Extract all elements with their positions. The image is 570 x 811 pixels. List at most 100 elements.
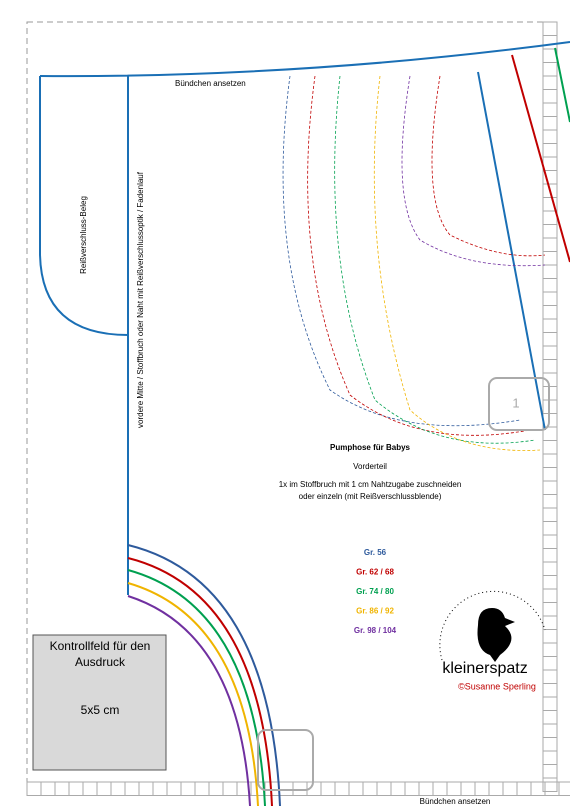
ruler-cell bbox=[334, 781, 350, 796]
ruler-cell bbox=[446, 781, 462, 796]
ruler-cell bbox=[542, 467, 558, 482]
ruler-cell bbox=[362, 781, 378, 796]
page-number: 1 bbox=[512, 395, 519, 410]
ruler-cell bbox=[542, 494, 558, 509]
ruler-cell bbox=[222, 781, 238, 796]
ruler-cell bbox=[180, 781, 196, 796]
crotch-curve bbox=[127, 582, 259, 807]
brand-author: ©Susanne Sperling bbox=[458, 681, 536, 691]
size-label: Gr. 98 / 104 bbox=[354, 626, 397, 635]
ruler-cell bbox=[40, 781, 56, 796]
ruler-cell bbox=[68, 781, 84, 796]
ruler-cell bbox=[542, 507, 558, 522]
ruler-cell bbox=[542, 750, 558, 765]
ruler-cell bbox=[166, 781, 182, 796]
ruler-cell bbox=[502, 781, 518, 796]
ruler-cell bbox=[542, 291, 558, 306]
facing-label: Reißverschluss-Beleg bbox=[79, 196, 88, 274]
pattern-lines bbox=[39, 41, 570, 807]
ruler-cell bbox=[542, 359, 558, 374]
ruler-cell bbox=[278, 781, 294, 796]
size-label: Gr. 56 bbox=[364, 548, 387, 557]
instruction: oder einzeln (mit Reißverschlussblende) bbox=[299, 492, 442, 501]
top-label: Bündchen ansetzen bbox=[175, 79, 246, 88]
ruler-cell bbox=[542, 656, 558, 671]
ruler-cell bbox=[542, 480, 558, 495]
crotch-curve bbox=[127, 569, 266, 807]
size-label: Gr. 62 / 68 bbox=[356, 568, 394, 577]
ruler-cell bbox=[542, 318, 558, 333]
ruler-cell bbox=[542, 143, 558, 158]
ruler-cell bbox=[54, 781, 70, 796]
control-text: Ausdruck bbox=[75, 655, 126, 669]
ruler-cell bbox=[110, 781, 126, 796]
ruler-cell bbox=[542, 588, 558, 603]
ruler-cell bbox=[376, 781, 392, 796]
ruler-cell bbox=[542, 764, 558, 779]
ruler-cell bbox=[460, 781, 476, 796]
ruler-cell bbox=[82, 781, 98, 796]
ruler-cell bbox=[404, 781, 420, 796]
side-line bbox=[477, 71, 546, 431]
ruler-cell bbox=[124, 781, 140, 796]
ruler-cell bbox=[542, 440, 558, 455]
ruler-cell bbox=[488, 781, 504, 796]
ruler-cell bbox=[542, 129, 558, 144]
ruler-cell bbox=[542, 278, 558, 293]
ruler-cell bbox=[542, 561, 558, 576]
ruler-cell bbox=[194, 781, 210, 796]
join-mark bbox=[257, 729, 314, 791]
gather-lines bbox=[282, 75, 546, 451]
ruler-cell bbox=[348, 781, 364, 796]
side-line bbox=[554, 47, 570, 123]
ruler bbox=[26, 21, 570, 796]
ruler-cell bbox=[542, 615, 558, 630]
side-line bbox=[511, 54, 570, 263]
ruler-cell bbox=[542, 602, 558, 617]
ruler-cell bbox=[542, 332, 558, 347]
ruler-cell bbox=[432, 781, 448, 796]
ruler-cell bbox=[418, 781, 434, 796]
ruler-cell bbox=[542, 534, 558, 549]
ruler-cell bbox=[208, 781, 224, 796]
size-label: Gr. 74 / 80 bbox=[356, 587, 394, 596]
size-label: Gr. 86 / 92 bbox=[356, 607, 394, 616]
title: Pumphose für Babys bbox=[330, 443, 411, 452]
join-mark bbox=[488, 377, 550, 431]
ruler-cell bbox=[542, 521, 558, 536]
ruler-cell bbox=[516, 781, 532, 796]
size-legend: Gr. 56 Gr. 62 / 68 Gr. 74 / 80 Gr. 86 / 92 G… bbox=[354, 548, 397, 635]
ruler-cell bbox=[542, 723, 558, 738]
crotch-curve bbox=[127, 557, 273, 807]
logo-arc bbox=[439, 590, 546, 661]
brand-name: kleinerspatz bbox=[442, 660, 527, 677]
ruler-cell bbox=[542, 453, 558, 468]
ruler-cell bbox=[542, 305, 558, 320]
ruler-cell bbox=[138, 781, 154, 796]
ruler-cell bbox=[542, 710, 558, 725]
ruler-cell bbox=[542, 696, 558, 711]
ruler-cell bbox=[542, 251, 558, 266]
bottom-label: Bündchen ansetzen bbox=[420, 797, 491, 806]
ruler-cell bbox=[542, 210, 558, 225]
ruler-cell bbox=[542, 345, 558, 360]
ruler-cell bbox=[390, 781, 406, 796]
ruler-cell bbox=[542, 669, 558, 684]
ruler-cell bbox=[542, 629, 558, 644]
ruler-cell bbox=[542, 224, 558, 239]
center-label: vordere Mitte / Stoffbruch oder Naht mit… bbox=[136, 171, 145, 428]
ruler-cell bbox=[542, 75, 558, 90]
ruler-cell bbox=[558, 781, 570, 796]
logo-bird bbox=[477, 608, 515, 662]
facing-outline bbox=[39, 76, 129, 336]
control-text: Kontrollfeld für den bbox=[50, 639, 151, 653]
ruler-cell bbox=[542, 737, 558, 752]
ruler-cell bbox=[542, 642, 558, 657]
crotch-curve bbox=[127, 544, 281, 807]
ruler-cell bbox=[542, 575, 558, 590]
ruler-cell bbox=[542, 683, 558, 698]
ruler-cell bbox=[542, 264, 558, 279]
ruler-cell bbox=[542, 102, 558, 117]
ruler-cell bbox=[542, 62, 558, 77]
piece: Vorderteil bbox=[353, 462, 387, 471]
